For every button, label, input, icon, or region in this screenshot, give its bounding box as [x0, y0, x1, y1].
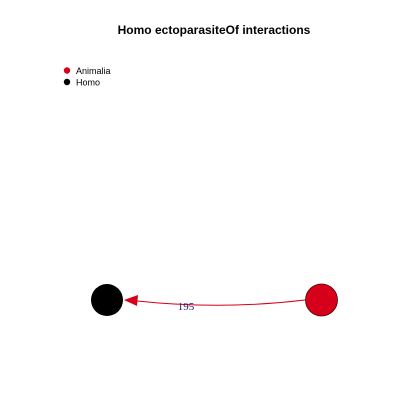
- edge-line: [136, 299, 306, 306]
- legend-swatch-homo: [63, 78, 71, 86]
- legend-label-animalia: Animalia: [76, 66, 111, 76]
- legend-label-homo: Homo: [76, 78, 100, 88]
- diagram-title: Homo ectoparasiteOf interactions: [118, 23, 311, 37]
- node-animalia: [305, 283, 338, 317]
- legend-item-animalia: Animalia: [63, 66, 111, 76]
- edge-animalia-to-homo: 195: [124, 295, 306, 313]
- legend-swatch-animalia: [63, 67, 71, 74]
- legend: Animalia Homo: [63, 66, 111, 88]
- edge-arrowhead: [124, 295, 138, 306]
- node-homo: [91, 284, 123, 316]
- edge-weight-label: 195: [178, 301, 195, 313]
- legend-item-homo: Homo: [63, 78, 100, 88]
